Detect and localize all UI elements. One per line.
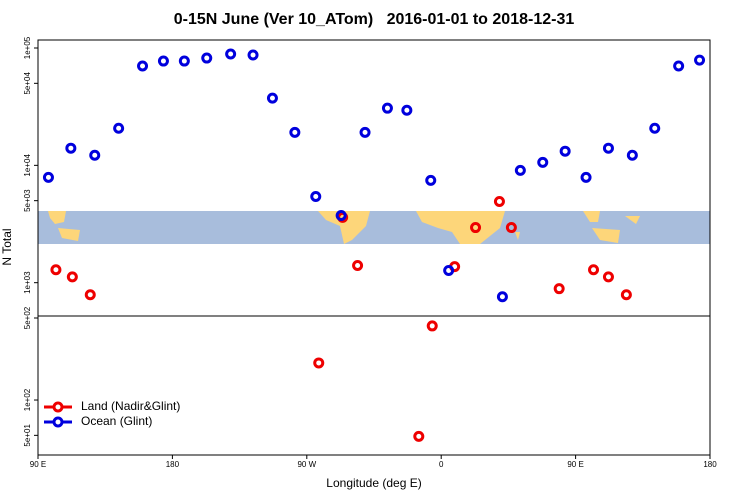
point [247,49,259,61]
point [602,271,614,283]
y-tick-label: 1e+04 [23,154,32,177]
point [626,149,638,161]
point [381,102,393,114]
point [470,222,482,234]
point [694,54,706,66]
point [537,156,549,168]
map-band [38,211,710,244]
x-tick-label: 0 [439,460,444,469]
point [201,52,213,64]
point [673,60,685,72]
point [313,357,325,369]
point [620,289,632,301]
point [425,174,437,186]
map-land [48,211,80,241]
map-land [318,211,370,244]
map-land [416,211,520,244]
point [157,55,169,67]
y-tick-label: 1e+03 [23,271,32,294]
point [649,122,661,134]
point [42,171,54,183]
point [84,289,96,301]
y-tick-label: 1e+05 [23,36,32,59]
point [89,149,101,161]
point [602,142,614,154]
point [225,48,237,60]
y-tick-label: 5e+04 [23,72,32,95]
point [588,264,600,276]
point [580,171,592,183]
point [514,164,526,176]
point [553,283,565,295]
point [310,190,322,202]
chart-title: 0-15N June (Ver 10_ATom) 2016-01-01 to 2… [174,11,575,28]
x-tick-label: 180 [703,460,717,469]
point [289,126,301,138]
point [266,92,278,104]
point [401,104,413,116]
x-tick-label: 90 W [297,460,316,469]
legend-marker [52,401,64,413]
point [413,430,425,442]
point [352,260,364,272]
x-axis-title: Longitude (deg E) [326,476,421,490]
y-tick-label: 5e+03 [23,189,32,212]
point [559,145,571,157]
point [426,320,438,332]
point [178,55,190,67]
point [335,209,347,221]
y-tick-label: 5e+01 [23,424,32,447]
point [505,222,517,234]
y-tick-label: 5e+02 [23,306,32,329]
point [113,122,125,134]
y-axis-title: N Total [0,228,14,265]
y-tick-label: 1e+02 [23,388,32,411]
map-land [583,211,640,243]
legend-label: Land (Nadir&Glint) [81,399,180,413]
x-tick-label: 180 [166,460,180,469]
point [496,291,508,303]
x-tick-label: 90 E [30,460,46,469]
point [50,264,62,276]
point [66,271,78,283]
point [137,60,149,72]
point [493,195,505,207]
legend-marker [52,416,64,428]
x-tick-label: 90 E [567,460,583,469]
plot-frame [37,39,711,456]
legend-label: Ocean (Glint) [81,414,152,428]
point [359,126,371,138]
point [443,265,455,277]
point [65,142,77,154]
